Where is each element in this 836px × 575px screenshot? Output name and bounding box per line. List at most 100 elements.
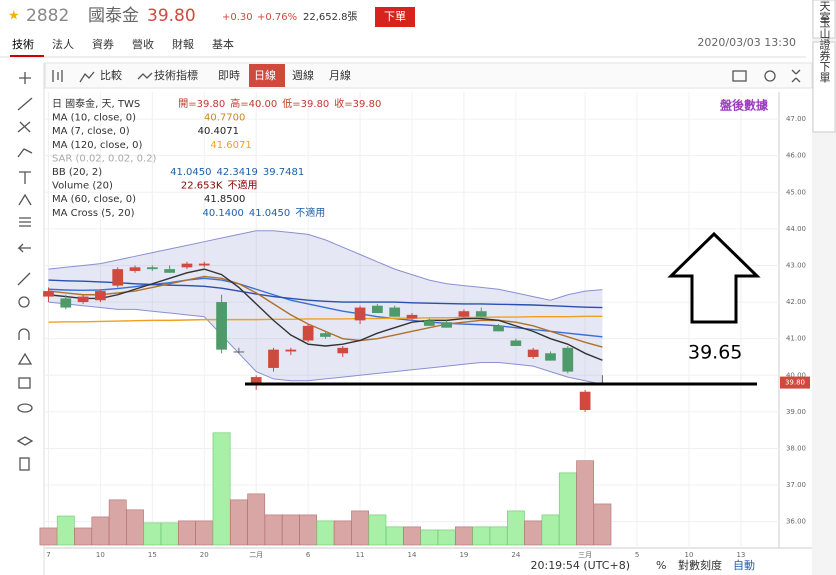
annotation-arrow (667, 231, 761, 324)
volume-bar (403, 526, 421, 546)
volume-bar (455, 526, 473, 546)
volume-bar (489, 526, 508, 546)
sidebar-label[interactable]: 玉山證券下單 (818, 17, 831, 83)
indicator-line (48, 279, 603, 309)
x-tick-label: 20 (200, 551, 209, 559)
candle-body (423, 320, 435, 326)
volume-bar (593, 503, 612, 546)
y-tick-label: 42.00 (786, 298, 806, 306)
candle-body (60, 298, 72, 308)
toolbar-item[interactable]: 月線 (329, 68, 351, 82)
legend-value: 40.7700 (204, 113, 245, 124)
tab[interactable]: 基本 (212, 37, 234, 51)
candle-body (250, 377, 262, 383)
x-tick-label: 5 (635, 551, 639, 559)
tab[interactable]: 法人 (52, 37, 74, 51)
volume-bar (351, 510, 369, 546)
candle-body (372, 305, 383, 314)
y-tick-label: 40.00 (786, 371, 806, 379)
y-tick-label: 41.00 (786, 335, 806, 343)
candle-body (216, 302, 227, 350)
toolbar-item[interactable]: 技術指標 (154, 68, 198, 82)
drawing-tools[interactable] (16, 72, 34, 471)
candle-body (198, 263, 210, 266)
x-tick-label: 7 (46, 551, 50, 559)
tab[interactable]: 技術 (12, 38, 34, 51)
legend-value: 40.4071 (198, 126, 239, 137)
volume-bar (437, 529, 456, 546)
volume-bar (385, 526, 404, 546)
volume-bar (316, 520, 335, 546)
volume-bar (143, 522, 162, 546)
tab[interactable]: 營收 (132, 37, 154, 51)
tool-column (0, 63, 44, 575)
active-interval (249, 64, 285, 87)
candle-body (527, 349, 539, 357)
candle-body (164, 269, 176, 273)
candle-body (43, 291, 54, 297)
toolbar (44, 62, 813, 89)
toolbar-item[interactable]: 週線 (292, 68, 314, 82)
tab[interactable]: 資券 (92, 37, 114, 51)
x-tick-label: 14 (408, 551, 417, 559)
legend-label: Volume (20) (52, 181, 113, 192)
legend-label: MA (60, close, 0) (52, 194, 136, 205)
candle-body (579, 391, 591, 411)
legend-label: MA Cross (5, 20) (52, 208, 135, 219)
candle-body (354, 307, 366, 321)
star[interactable]: ★ (8, 9, 20, 24)
candle-body (129, 267, 141, 271)
last-price-label: 39.80 (785, 379, 805, 387)
toolbar-item[interactable]: 日線 (254, 68, 276, 82)
candle-body (337, 347, 349, 354)
plot (39, 92, 779, 548)
log-toggle[interactable]: 對數刻度 (678, 558, 722, 572)
candle-body (493, 325, 504, 332)
broker-button[interactable] (812, 41, 836, 133)
indicator-line (48, 301, 603, 385)
legend-value: 開=39.80 (178, 98, 225, 110)
legend-value: 不適用 (295, 206, 325, 219)
toolbar-icons (52, 69, 801, 83)
volume-bar (195, 520, 214, 546)
timestamp: 2020/03/03 13:30 (697, 36, 796, 49)
volume-bar (333, 520, 352, 546)
legend-label: MA (7, close, 0) (52, 126, 130, 137)
volume-bar (212, 432, 231, 546)
percent-toggle[interactable]: % (656, 559, 666, 572)
toolbar-item[interactable]: 比較 (100, 68, 122, 82)
candle-body (233, 351, 245, 353)
indicator-line (48, 277, 603, 338)
legend-value: 40.1400 (203, 208, 244, 219)
legend-label: MA (10, close, 0) (52, 113, 136, 124)
volume-bar (472, 526, 491, 546)
chat-button[interactable] (812, 0, 836, 39)
sidebar-label[interactable]: 聊天室 (818, 0, 831, 23)
candle-body (545, 353, 556, 361)
legend-value: 不適用 (227, 179, 257, 192)
order-button-label[interactable]: 下單 (384, 10, 406, 23)
x-tick-label: 二月 (249, 551, 263, 559)
order-button[interactable] (375, 7, 415, 27)
y-tick-label: 45.00 (786, 188, 806, 196)
tab[interactable]: 財報 (172, 37, 194, 51)
x-tick-label: 24 (511, 551, 520, 559)
volume-bar (247, 493, 266, 546)
legend-value: 39.7481 (263, 167, 304, 178)
indicator-line (48, 230, 603, 301)
corner-note[interactable]: 盤後數據 (719, 98, 769, 113)
x-tick-label: 10 (96, 551, 105, 559)
candle-body (181, 263, 193, 268)
legend-value: 41.0450 (249, 208, 290, 219)
x-tick-label: 三月 (578, 551, 592, 559)
auto-toggle[interactable]: 自動 (733, 558, 755, 572)
candle-body (146, 267, 158, 270)
legend-value: 收=39.80 (334, 97, 381, 110)
candle-body (112, 269, 124, 286)
y-tick-label: 46.00 (786, 152, 806, 160)
volume-bar (368, 514, 387, 546)
volume-bar (39, 527, 58, 546)
indicator-line (48, 275, 603, 348)
toolbar-item[interactable]: 即時 (218, 69, 240, 82)
